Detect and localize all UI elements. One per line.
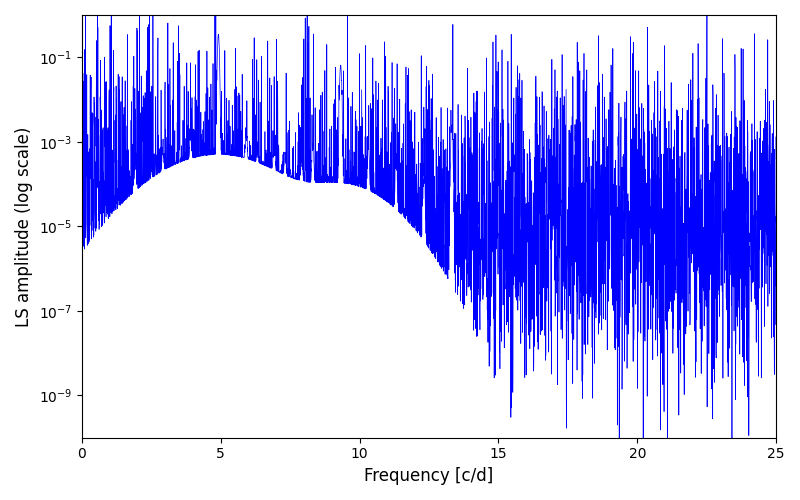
- Y-axis label: LS amplitude (log scale): LS amplitude (log scale): [15, 126, 33, 326]
- X-axis label: Frequency [c/d]: Frequency [c/d]: [364, 467, 494, 485]
